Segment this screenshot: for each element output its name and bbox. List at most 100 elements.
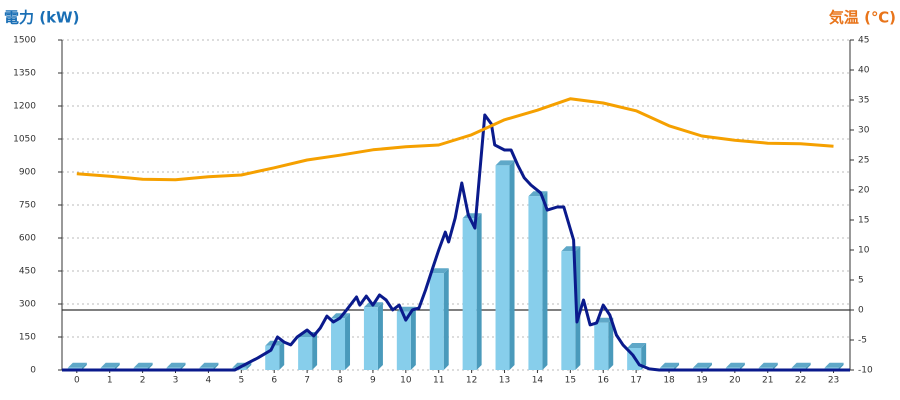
y-tick-label: 1200 <box>13 102 36 112</box>
bar-front <box>594 322 609 370</box>
y-tick-label: 900 <box>19 168 36 178</box>
y2-tick-label: 10 <box>858 246 870 256</box>
y-tick-label: 150 <box>19 333 36 343</box>
bar-side <box>180 362 186 370</box>
y-tick-label: 300 <box>19 300 36 310</box>
y2-tick-label: 15 <box>858 216 869 226</box>
x-tick-label: 7 <box>304 376 310 386</box>
y2-tick-label: 20 <box>858 186 870 196</box>
x-tick-label: 13 <box>499 376 510 386</box>
bar-top <box>429 268 449 274</box>
bar-side <box>772 362 778 370</box>
y-tick-label: 1500 <box>13 36 36 46</box>
x-tick-label: 18 <box>663 376 675 386</box>
bar-side <box>608 317 614 370</box>
bar-top <box>67 362 87 368</box>
bar-side <box>147 362 153 370</box>
y2-tick-label: 45 <box>858 36 869 46</box>
bar-side <box>114 362 120 370</box>
y2-tick-label: 30 <box>858 126 870 136</box>
x-tick-label: 16 <box>598 376 610 386</box>
x-tick-label: 22 <box>795 376 806 386</box>
bar-side <box>279 340 285 370</box>
bar <box>396 306 416 370</box>
y2-tick-label: -5 <box>858 336 867 346</box>
y-axis-title: 電力 (kW) <box>4 9 79 27</box>
bar-top <box>199 362 219 368</box>
y2-tick-label: 35 <box>858 96 869 106</box>
y-tick-label: 600 <box>19 234 36 244</box>
bar <box>363 302 383 370</box>
bar <box>495 160 515 370</box>
bar-side <box>739 362 745 370</box>
bar-front <box>528 196 543 370</box>
x-tick-label: 6 <box>271 376 277 386</box>
bar-front <box>561 251 576 370</box>
bar-top <box>692 362 712 368</box>
bar <box>429 268 449 370</box>
x-tick-label: 12 <box>466 376 477 386</box>
x-tick-label: 14 <box>532 376 544 386</box>
bar <box>462 213 482 370</box>
bar-side <box>838 362 844 370</box>
bar-top <box>824 362 844 368</box>
x-tick-label: 23 <box>828 376 839 386</box>
bar-top <box>725 362 745 368</box>
x-tick-label: 4 <box>206 376 212 386</box>
y2-tick-label: 40 <box>858 66 870 76</box>
x-tick-label: 8 <box>337 376 343 386</box>
x-tick-label: 21 <box>762 376 773 386</box>
bar-front <box>396 311 411 370</box>
y2-axis-title: 気温 (℃) <box>829 9 896 27</box>
bar-side <box>213 362 219 370</box>
x-tick-label: 5 <box>238 376 244 386</box>
x-tick-label: 1 <box>107 376 113 386</box>
x-tick-label: 2 <box>140 376 146 386</box>
bar-top <box>100 362 120 368</box>
bar <box>298 332 318 370</box>
bar <box>331 313 351 370</box>
x-tick-label: 0 <box>74 376 80 386</box>
x-tick-label: 11 <box>433 376 444 386</box>
bar-side <box>542 191 548 370</box>
x-tick-label: 20 <box>729 376 741 386</box>
bar-top <box>791 362 811 368</box>
line <box>62 113 850 372</box>
bar-front <box>298 337 313 370</box>
bar-top <box>561 246 581 252</box>
bar-side <box>641 343 647 370</box>
x-tick-label: 10 <box>400 376 412 386</box>
bar-front <box>462 218 477 370</box>
bar-side <box>674 362 680 370</box>
bar-side <box>476 213 482 370</box>
y-tick-label: 1350 <box>13 69 36 79</box>
x-tick-label: 17 <box>630 376 641 386</box>
bar-front <box>331 318 346 370</box>
bar-top <box>758 362 778 368</box>
bar-side <box>706 362 712 370</box>
bar-side <box>377 302 383 370</box>
bar-side <box>345 313 351 370</box>
x-tick-label: 19 <box>696 376 708 386</box>
y-tick-label: 450 <box>19 267 36 277</box>
bar-front <box>429 273 444 370</box>
x-tick-label: 15 <box>565 376 576 386</box>
bar-top <box>627 343 647 348</box>
bar-side <box>410 306 416 370</box>
bar-side <box>312 332 318 370</box>
bar <box>528 191 548 370</box>
x-tick-label: 3 <box>173 376 179 386</box>
y-tick-label: 1050 <box>13 135 36 145</box>
y2-tick-label: 5 <box>858 276 864 286</box>
bar-front <box>495 165 510 370</box>
bar-side <box>246 362 252 370</box>
bar-side <box>509 160 515 370</box>
bar <box>594 317 614 370</box>
bar-top <box>660 362 680 368</box>
bar-top <box>166 362 186 368</box>
y-tick-label: 0 <box>30 366 36 376</box>
bar-top <box>495 160 515 166</box>
bar-side <box>81 362 87 370</box>
bar-front <box>363 307 378 370</box>
